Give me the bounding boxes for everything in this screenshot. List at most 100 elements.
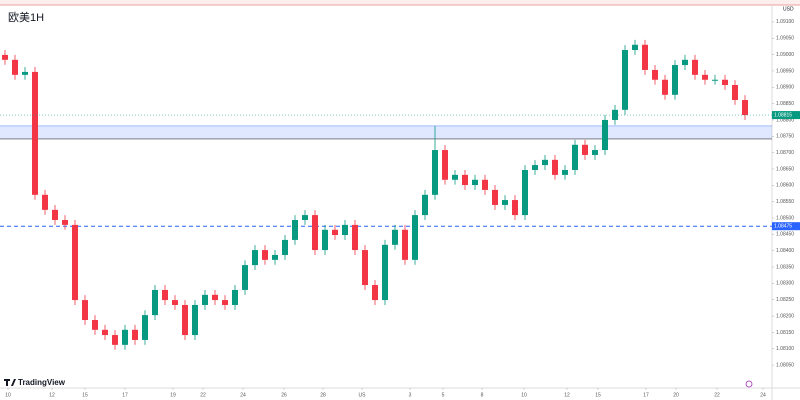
y-tick-label: 1.08150 <box>776 330 794 336</box>
x-tick-label: 10 <box>521 392 527 398</box>
candle-body <box>642 44 648 70</box>
x-tick-label: 10 <box>5 392 11 398</box>
y-tick-label: 1.08850 <box>776 101 794 107</box>
candle-body <box>272 254 278 260</box>
candle-body <box>262 250 268 260</box>
x-tick-label: 17 <box>122 392 128 398</box>
brand-name: TradingView <box>18 378 66 387</box>
price-tag-label: 1.08475 <box>774 224 792 230</box>
candle-body <box>532 165 538 170</box>
brand-icon <box>4 379 16 386</box>
x-tick-label: 20 <box>673 392 679 398</box>
x-tick-label: 22 <box>714 392 720 398</box>
last-price-tag <box>772 111 800 120</box>
candle-body <box>472 179 478 186</box>
x-tick-label: 26 <box>281 392 287 398</box>
candle-body <box>362 250 368 286</box>
candle-body <box>482 179 488 190</box>
candle-body <box>2 54 8 60</box>
candle-body <box>512 200 518 216</box>
candle-body <box>722 79 728 85</box>
candle-body <box>452 174 458 180</box>
x-tick-label: 12 <box>49 392 55 398</box>
candle-body <box>412 215 418 260</box>
y-tick-label: 1.08550 <box>776 199 794 205</box>
candle-body <box>72 224 78 301</box>
y-tick-label: 1.08300 <box>776 281 794 287</box>
y-tick-label: 1.08950 <box>776 68 794 74</box>
candle-body <box>442 150 448 180</box>
candle-body <box>192 304 198 336</box>
candle-body <box>582 144 588 155</box>
candle-body <box>312 215 318 251</box>
y-tick-label: 1.08700 <box>776 150 794 156</box>
candle-body <box>102 329 108 336</box>
y-tick-label: 1.09100 <box>776 19 794 25</box>
y-tick-label: 1.08250 <box>776 297 794 303</box>
candle-body <box>522 169 528 216</box>
candle-body <box>352 224 358 251</box>
x-tick-label: 12 <box>564 392 570 398</box>
top-strip <box>0 0 800 5</box>
candle-body <box>462 174 468 186</box>
plot-area <box>0 39 772 350</box>
candle-body <box>162 289 168 301</box>
candle-body <box>82 300 88 321</box>
last-price-label: 1.08815 <box>774 112 792 118</box>
candle-body <box>392 229 398 245</box>
x-tick-label: 5 <box>442 392 445 398</box>
currency-label: USD <box>783 6 794 12</box>
x-tick-label: 8 <box>481 392 484 398</box>
candle-body <box>292 219 298 240</box>
candle-body <box>252 250 258 266</box>
zone <box>0 125 772 139</box>
candle-body <box>572 144 578 170</box>
candle-body <box>182 304 188 336</box>
y-tick-label: 1.08200 <box>776 313 794 319</box>
candle-body <box>542 159 548 166</box>
event-icon[interactable] <box>745 380 753 388</box>
y-tick-label: 1.08100 <box>776 346 794 352</box>
y-tick-label: 1.08050 <box>776 362 794 368</box>
candle-body <box>552 159 558 175</box>
candle-body <box>592 150 598 155</box>
y-tick-label: 1.08400 <box>776 248 794 254</box>
candle-body <box>142 315 148 340</box>
candle-body <box>12 59 18 75</box>
candle-body <box>122 329 128 345</box>
candle-body <box>32 71 38 195</box>
candle-body <box>742 100 748 116</box>
candle-body <box>422 194 428 216</box>
candle-body <box>342 224 348 236</box>
candle-body <box>682 59 688 66</box>
x-tick-label: 24 <box>240 392 246 398</box>
candle-body <box>212 294 218 301</box>
x-tick-label: 3 <box>409 392 412 398</box>
candle-body <box>52 209 58 220</box>
candle-body <box>322 229 328 251</box>
candle-body <box>92 320 98 330</box>
brand-logo: TradingView <box>4 378 66 387</box>
y-tick-label: 1.09050 <box>776 36 794 42</box>
x-tick-label: 28 <box>320 392 326 398</box>
candle-body <box>22 71 28 75</box>
candle-body <box>492 189 498 205</box>
y-tick-label: 1.08450 <box>776 232 794 238</box>
x-tick-label: 15 <box>82 392 88 398</box>
candle-body <box>332 229 338 236</box>
candle-body <box>132 329 138 340</box>
candle-body <box>402 229 408 260</box>
chart-title: 欧美1H <box>8 11 44 24</box>
y-tick-label: 1.09000 <box>776 52 794 58</box>
candle-body <box>152 289 158 316</box>
y-tick-label: 1.08900 <box>776 85 794 91</box>
candle-body <box>632 44 638 51</box>
candle-body <box>302 215 308 220</box>
y-tick-label: 1.08800 <box>776 117 794 123</box>
candle-body <box>62 219 68 225</box>
candle-body <box>622 50 628 110</box>
candle-body <box>222 300 228 305</box>
y-tick-label: 1.08350 <box>776 264 794 270</box>
candle-body <box>42 194 48 210</box>
